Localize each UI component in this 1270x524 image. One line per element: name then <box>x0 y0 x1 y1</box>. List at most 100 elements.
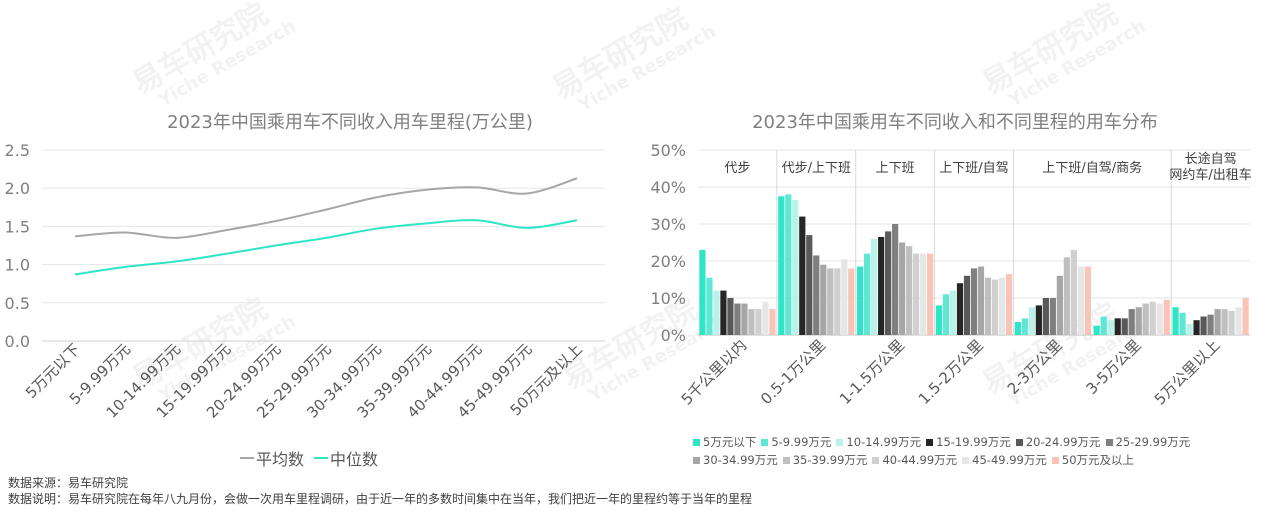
bar <box>871 238 878 335</box>
bar <box>1156 303 1163 335</box>
bar <box>1235 307 1242 335</box>
legend-swatch <box>836 438 844 446</box>
legend-label: 25-29.99万元 <box>1115 435 1191 449</box>
bar <box>935 305 943 335</box>
bar <box>1014 322 1021 335</box>
band-label-line: 网约车/出租车 <box>1169 167 1251 183</box>
legend-item: 平均数 <box>240 446 304 470</box>
legend-item: 35-39.99万元 <box>782 452 867 468</box>
bar <box>806 235 813 335</box>
bar <box>1107 320 1114 335</box>
bar <box>699 249 706 335</box>
bar <box>834 268 841 335</box>
bar <box>1028 307 1035 335</box>
bar <box>1021 318 1028 335</box>
x-tick-label: 0.5-1万公里 <box>757 336 829 408</box>
y-tick-label: 50% <box>650 141 686 160</box>
legend-item: 20-24.99万元 <box>1015 434 1101 450</box>
legend-row: 5万元以下 5-9.99万元 10-14.99万元 15-19.99万元 20-24.9… <box>693 433 1268 451</box>
x-tick-label: 5万公里以上 <box>1151 336 1224 409</box>
legend-swatch <box>782 456 790 464</box>
legend-label: 45-49.99万元 <box>972 453 1047 467</box>
legend-item: 40-44.99万元 <box>872 452 957 468</box>
bar <box>713 290 720 335</box>
band-label-line: 长途自驾 <box>1185 151 1237 167</box>
legend-label: 10-14.99万元 <box>846 435 922 449</box>
bar <box>778 196 785 335</box>
line-chart-legend: 平均数 中位数 <box>240 446 388 470</box>
legend-item: 15-19.99万元 <box>926 434 1011 450</box>
bar <box>963 275 971 335</box>
legend-label: 平均数 <box>256 450 305 469</box>
bar <box>1193 320 1200 335</box>
bar <box>706 277 713 335</box>
legend-swatch <box>1015 438 1023 446</box>
legend-row: 30-34.99万元 35-39.99万元 40-44.99万元 45-49.99万元… <box>693 451 1268 469</box>
bar <box>1070 249 1077 335</box>
band-label: 上下班/自驾 <box>939 161 1008 176</box>
bar <box>848 268 855 335</box>
legend-label: 20-24.99万元 <box>1025 435 1101 449</box>
bar <box>727 298 734 335</box>
legend-swatch <box>693 456 700 464</box>
legend-label: 40-44.99万元 <box>882 453 958 467</box>
bar <box>1214 309 1221 335</box>
band-label-line: 代步/上下班 <box>782 161 851 176</box>
bar <box>755 309 762 335</box>
bar <box>984 277 992 335</box>
band-label: 上下班/自驾/商务 <box>1042 160 1142 176</box>
bar <box>1042 298 1049 335</box>
bar <box>769 309 776 335</box>
bar <box>1242 298 1249 335</box>
y-tick-label: 30% <box>650 215 686 234</box>
bar <box>734 303 741 335</box>
legend-label: 15-19.99万元 <box>936 435 1011 449</box>
bar <box>748 309 755 335</box>
legend-item: 50万元及以上 <box>1051 452 1135 468</box>
bar <box>820 264 827 335</box>
legend-item: 5-9.99万元 <box>761 434 831 450</box>
bar <box>1149 301 1156 335</box>
legend-label: 50万元及以上 <box>1061 453 1135 467</box>
bar <box>998 277 1006 335</box>
bar <box>913 253 920 335</box>
bar <box>906 246 913 335</box>
bar <box>785 194 792 335</box>
bar <box>920 253 927 335</box>
band-label: 长途自驾网约车/出租车 <box>1169 151 1251 183</box>
y-tick-label: 0% <box>661 326 686 345</box>
bar <box>1163 299 1170 335</box>
legend-item: 10-14.99万元 <box>836 434 921 450</box>
bar <box>1121 318 1128 335</box>
line-chart-title: 2023年中国乘用车不同收入用车里程(万公里) <box>167 112 533 133</box>
legend-swatch <box>761 438 769 446</box>
series-line <box>74 177 578 239</box>
bar <box>878 236 885 335</box>
bar <box>762 301 769 335</box>
bar <box>1135 307 1142 335</box>
bar <box>1084 266 1091 335</box>
bar <box>899 242 906 335</box>
legend-swatch <box>872 456 880 464</box>
x-tick-label: 1-1.5万公里 <box>836 336 908 408</box>
legend-swatch <box>1051 456 1059 464</box>
legend-swatch <box>926 438 934 446</box>
bar <box>827 268 834 335</box>
bar <box>949 290 957 335</box>
bar-chart-legend: 5万元以下 5-9.99万元 10-14.99万元 15-19.99万元 20-24.9… <box>693 433 1268 469</box>
legend-label: 30-34.99万元 <box>703 453 778 467</box>
bar <box>956 283 964 335</box>
bar <box>1093 325 1100 335</box>
bar <box>1200 316 1207 335</box>
legend-item: 中位数 <box>314 446 378 470</box>
y-tick-label: 1.5 <box>5 217 30 236</box>
bar <box>1063 257 1070 335</box>
bar <box>1128 309 1135 335</box>
legend-swatch <box>693 438 700 446</box>
footer-note: 数据说明：易车研究院在每年八九月份，会做一次用车里程调研，由于近一年的多数时间集… <box>8 492 753 506</box>
bar <box>799 216 806 335</box>
